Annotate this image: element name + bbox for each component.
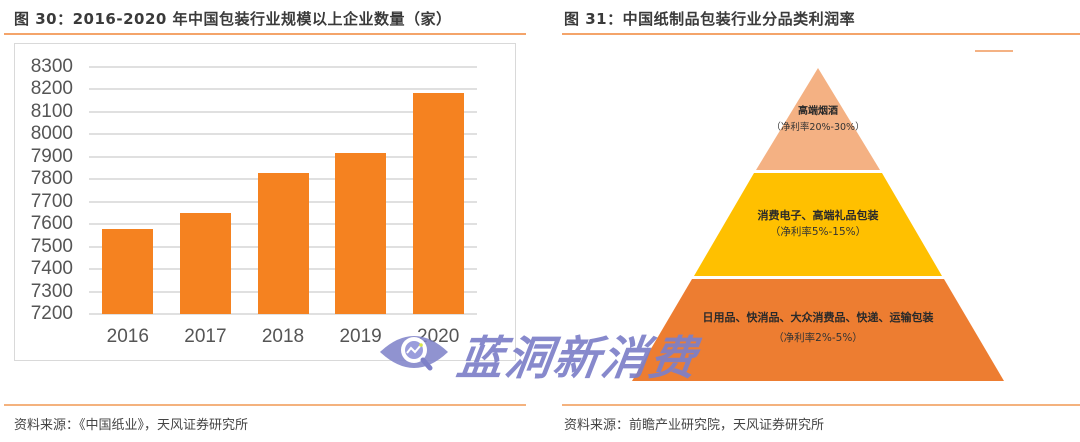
title-divider [4,33,526,35]
source-divider [4,404,526,406]
bar-2017 [179,212,231,314]
bar-2018 [257,172,309,314]
x-tick-label: 2018 [261,326,305,347]
x-tick-label: 2017 [184,326,227,347]
pyramid-middle-margin: （净利率5%-15%） [770,225,866,238]
gridline [89,110,477,113]
pyramid-bottom-margin: （净利率2%-5%） [773,331,863,344]
y-tick-label: 7600 [30,213,73,235]
figure-31-title: 图 31：中国纸制品包装行业分品类利润率 [564,10,856,28]
gridline [89,66,477,68]
figure-30-title: 图 30：2016-2020 年中国包装行业规模以上企业数量（家） [14,10,452,28]
pyramid-level-middle [694,173,942,276]
y-tick-label: 7700 [30,190,73,212]
y-tick-label: 7400 [30,258,73,280]
bar-2016 [102,228,154,314]
gridline [89,155,477,158]
figure-31-source: 资料来源：前瞻产业研究院，天风证券研究所 [564,418,825,433]
pyramid-middle-label: 消费电子、高端礼品包装 [758,208,879,222]
gridline [89,313,477,315]
pyramid-bottom-label: 日用品、快消品、大众消费品、快递、运输包装 [703,310,934,324]
source-divider [562,404,1080,406]
y-tick-label: 7900 [30,145,73,167]
y-tick-label: 8100 [30,100,73,122]
bar-2020 [412,92,464,314]
bar-chart-frame: 7200 7300 7400 7500 7600 7700 7800 7900 8000 8100… [14,43,516,361]
x-tick-label: 2019 [339,326,382,347]
y-tick-label: 8000 [30,123,73,145]
profit-pyramid: 高端烟酒 （净利率20%-30%） 消费电子、高端礼品包装 （净利率5%-15%… [632,68,1004,381]
pyramid-level-bottom [632,279,1004,381]
left-figure-panel: 图 30：2016-2020 年中国包装行业规模以上企业数量（家） 7200 73… [0,0,530,442]
y-tick-label: 8300 [30,56,73,77]
gridline [89,88,477,91]
y-tick-label: 8200 [30,78,73,100]
pyramid-level-top [756,68,880,170]
title-divider [562,33,1080,35]
y-tick-label: 7800 [30,168,73,190]
x-tick-label: 2020 [417,326,460,347]
x-tick-label: 2016 [106,326,149,347]
pyramid-top-margin: （净利率20%-30%） [771,121,864,133]
right-figure-panel: 图 31：中国纸制品包装行业分品类利润率 高端烟酒 （净利率20%-30%） 消… [552,0,1080,442]
y-tick-label: 7300 [30,280,73,302]
figure-30-source: 资料来源：《中国纸业》，天风证券研究所 [14,418,249,433]
bar-2019 [335,153,387,314]
y-tick-label: 7500 [30,235,73,257]
pyramid-top-label: 高端烟酒 [798,104,838,117]
legend-line-marker [975,50,1013,52]
y-tick-label: 7200 [30,303,73,324]
gridline [89,133,477,136]
